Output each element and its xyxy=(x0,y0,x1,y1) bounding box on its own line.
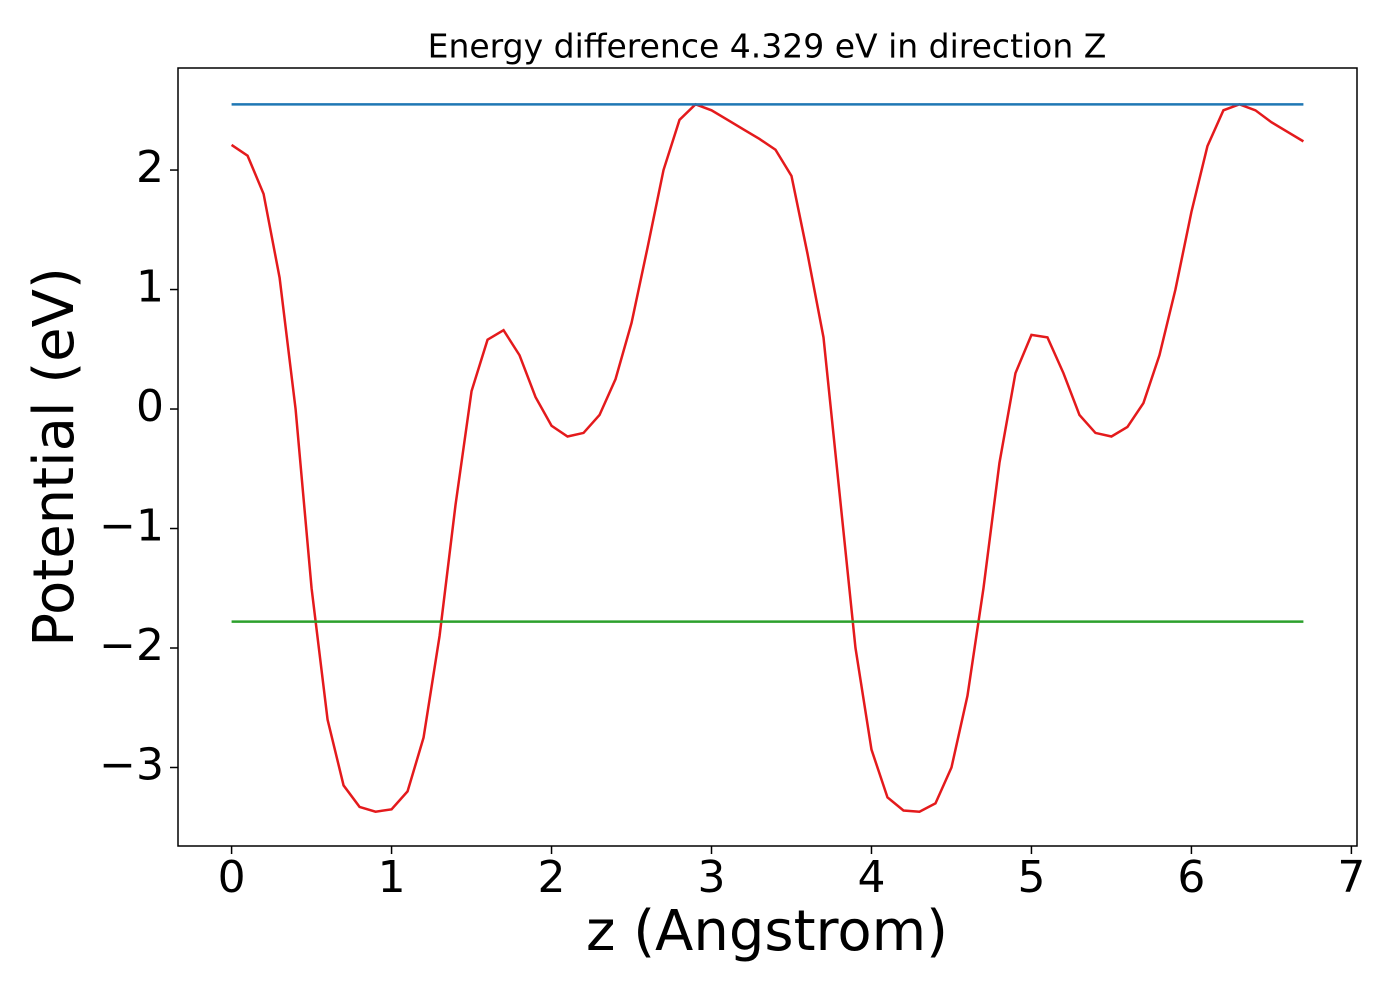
plot-frame xyxy=(177,67,1358,847)
y-tick-label: 2 xyxy=(136,142,164,193)
y-axis-label: Potential (eV) xyxy=(22,267,87,647)
data-line xyxy=(230,102,1305,813)
y-tick-label: −2 xyxy=(99,620,164,671)
y-tick-label: 1 xyxy=(136,262,164,313)
x-tick-label: 7 xyxy=(1337,852,1365,903)
x-tick-label: 3 xyxy=(698,852,726,903)
x-tick-label: 4 xyxy=(857,852,885,903)
x-tick-label: 0 xyxy=(218,852,246,903)
x-tick-label: 2 xyxy=(538,852,566,903)
x-tick-label: 5 xyxy=(1017,852,1045,903)
y-tick-label: 0 xyxy=(136,381,164,432)
y-tick-label: −1 xyxy=(99,501,164,552)
x-tick-label: 6 xyxy=(1177,852,1205,903)
chart-title: Energy difference 4.329 eV in direction … xyxy=(428,27,1107,66)
x-tick-label: 1 xyxy=(378,852,406,903)
y-tick-label: −3 xyxy=(99,739,164,790)
x-axis-label: z (Angstrom) xyxy=(586,899,948,964)
